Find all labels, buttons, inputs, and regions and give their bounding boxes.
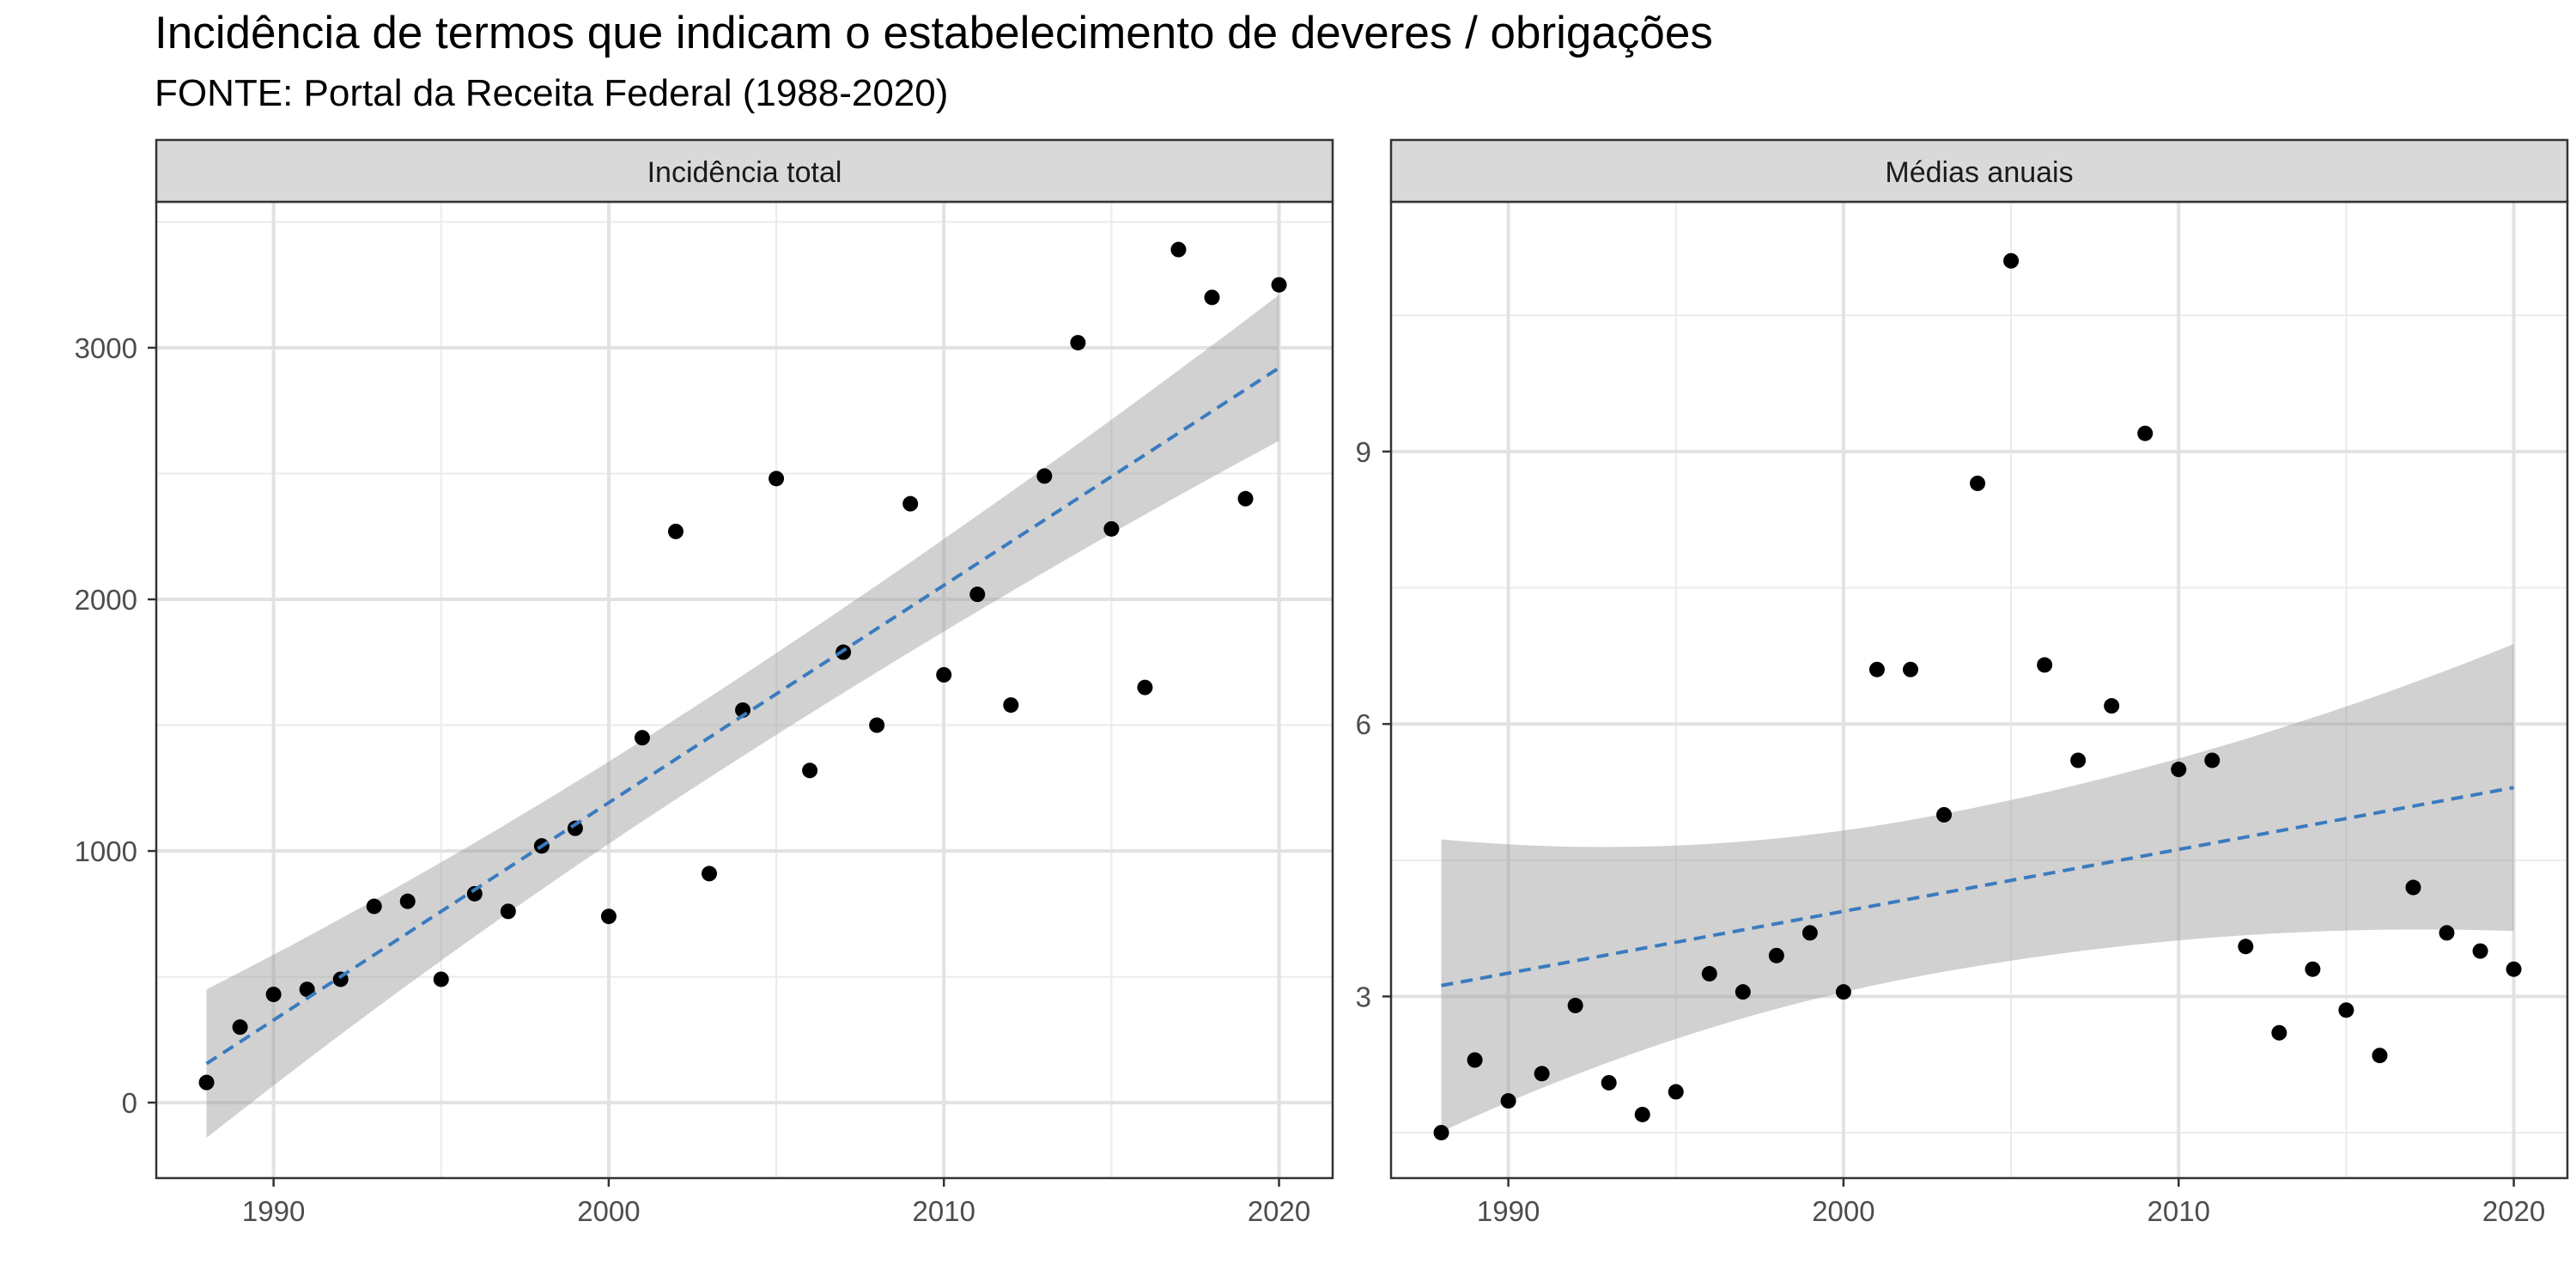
data-point (2338, 1002, 2354, 1018)
data-point (2372, 1048, 2388, 1064)
data-point (2506, 961, 2522, 977)
facet-strip-label: Médias anuais (1885, 156, 2073, 189)
trend-line (205, 366, 1280, 1066)
data-point (667, 523, 683, 539)
data-point (2104, 698, 2120, 714)
data-point (466, 885, 483, 902)
data-point (1936, 806, 1953, 823)
data-point (802, 762, 818, 779)
data-point (936, 666, 952, 683)
data-point (1237, 490, 1254, 507)
data-point (902, 495, 919, 512)
facet-strip-label: Incidência total (647, 156, 842, 189)
data-point (1467, 1052, 1483, 1068)
x-tick-label: 2000 (577, 1195, 640, 1227)
y-tick-label: 0 (122, 1087, 137, 1119)
data-point (2472, 943, 2488, 959)
data-point (1768, 947, 1784, 963)
y-tick-label: 3000 (75, 332, 137, 364)
data-point (198, 1074, 215, 1091)
x-tick-label: 1990 (242, 1195, 305, 1227)
data-point (1668, 1084, 1684, 1100)
data-point (1500, 1093, 1516, 1109)
chart-subtitle: FONTE: Portal da Receita Federal (1988-2… (155, 72, 949, 114)
data-point (2003, 252, 2020, 269)
data-point (1204, 289, 1220, 306)
facet-strip (155, 138, 1334, 204)
data-point (634, 730, 650, 746)
data-point (1601, 1074, 1617, 1091)
data-point (1170, 241, 1187, 258)
data-point (366, 898, 382, 914)
data-point (433, 971, 449, 987)
y-tick-label: 9 (1356, 436, 1371, 468)
data-point (2271, 1024, 2287, 1041)
y-tick-label: 6 (1356, 708, 1371, 740)
y-tick-label: 1000 (75, 835, 137, 867)
x-tick-label: 2020 (2482, 1195, 2545, 1227)
data-point (1103, 520, 1120, 537)
data-point (2037, 657, 2053, 673)
data-point (2405, 879, 2421, 896)
x-tick-label: 2010 (2148, 1195, 2210, 1227)
panel-2: Médias anuais 1990 2000 2010 2020 3 6 9 (1356, 138, 2569, 1227)
data-point (1835, 984, 1851, 1000)
data-point (232, 1019, 248, 1036)
data-point (1801, 925, 1818, 941)
data-point (2137, 425, 2154, 441)
data-point (1003, 697, 1019, 714)
x-tick-label: 1990 (1477, 1195, 1540, 1227)
data-point (1868, 661, 1885, 677)
data-point (1567, 998, 1583, 1014)
data-point (1970, 475, 1986, 491)
facet-strip (1389, 138, 2569, 204)
x-tick-label: 2010 (913, 1195, 975, 1227)
data-point (1433, 1125, 1449, 1141)
panel-background (1391, 202, 2567, 1178)
data-point (1534, 1066, 1550, 1082)
data-point (2439, 925, 2455, 941)
data-point (2305, 961, 2321, 977)
data-point (2171, 762, 2187, 778)
data-point (2070, 752, 2087, 769)
chart-title: Incidência de termos que indicam o estab… (155, 8, 1713, 58)
data-point (265, 987, 282, 1003)
data-point (1701, 966, 1717, 982)
data-point (1036, 468, 1053, 484)
data-point (399, 893, 416, 909)
data-point (1137, 679, 1153, 696)
data-point (1634, 1106, 1650, 1122)
data-point (1902, 661, 1918, 677)
data-point (600, 908, 617, 925)
y-tick-label: 2000 (75, 584, 137, 616)
data-point (1735, 984, 1751, 1000)
data-point (2204, 752, 2221, 769)
data-point (500, 903, 516, 920)
data-point (969, 586, 986, 603)
data-point (869, 717, 885, 733)
x-tick-label: 2000 (1812, 1195, 1874, 1227)
panel-1: Incidência total 1990 2000 2010 2020 0 1000 200… (75, 138, 1334, 1227)
data-point (299, 981, 315, 998)
data-point (567, 820, 583, 836)
data-point (1271, 276, 1287, 293)
data-point (2238, 939, 2254, 955)
data-point (1070, 335, 1086, 351)
y-tick-label: 3 (1356, 981, 1371, 1012)
data-point (769, 471, 785, 487)
trend-line (1441, 786, 2514, 987)
x-tick-label: 2020 (1248, 1195, 1310, 1227)
panel-background (156, 202, 1333, 1178)
data-point (702, 866, 718, 882)
